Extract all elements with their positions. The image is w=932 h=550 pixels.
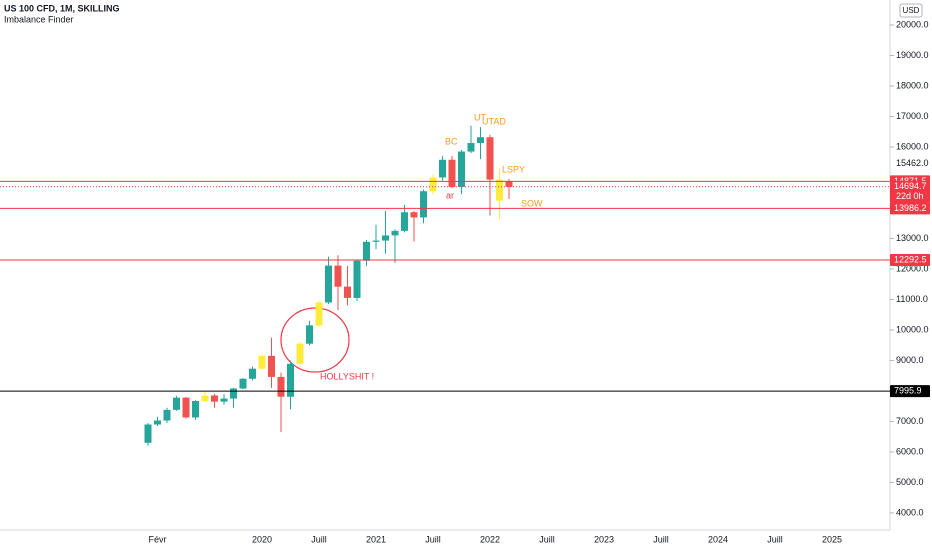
x-tick-label: Juill — [311, 534, 327, 544]
candle-body — [334, 265, 342, 287]
x-tick-label: Juill — [653, 534, 669, 544]
x-tick-label: Févr — [149, 534, 167, 544]
annotation: BC — [445, 136, 458, 146]
candle-body — [458, 151, 465, 187]
annotation: LSPY — [502, 164, 525, 174]
candle-body — [315, 302, 323, 326]
candle-body — [230, 388, 237, 399]
candle-body — [239, 378, 247, 389]
y-tick-label: 18000.0 — [896, 80, 929, 90]
candle-body — [439, 159, 446, 178]
x-tick-label: Juill — [767, 534, 783, 544]
y-tick-label: 7000.0 — [896, 416, 924, 426]
chart-title: US 100 CFD, 1M, SKILLING — [4, 3, 120, 13]
candle-body — [372, 240, 380, 242]
candle-body — [325, 265, 332, 303]
y-tick-label: 9000.0 — [896, 355, 924, 365]
y-tick-label: 4000.0 — [896, 507, 924, 517]
candle-body — [163, 409, 171, 421]
x-tick-label: 2023 — [594, 534, 614, 544]
candle-body — [391, 230, 399, 236]
y-tick-label: 17000.0 — [896, 111, 929, 121]
price-tag-label: 14871.5 — [894, 176, 927, 186]
x-tick-label: Juill — [539, 534, 555, 544]
candle-body — [154, 420, 161, 425]
annotation: HOLLYSHIT ! — [320, 371, 374, 381]
y-tick-label: 19000.0 — [896, 50, 929, 60]
candle-body — [467, 143, 475, 152]
indicator-name: Imbalance Finder — [4, 14, 74, 24]
current-price-tag — [890, 180, 930, 203]
candle-body — [401, 212, 408, 231]
candle-body — [363, 241, 370, 261]
candle-body — [173, 397, 180, 410]
candle-body — [486, 137, 494, 180]
candle-body — [201, 395, 209, 402]
price-tag — [890, 254, 930, 267]
price-tag-label: 12292.5 — [894, 254, 927, 264]
candle-body — [220, 398, 228, 402]
price-tag-label: 13986.2 — [894, 203, 927, 213]
currency-box[interactable] — [899, 3, 923, 18]
annotation: ar — [446, 190, 454, 200]
y-tick-label: 10000.0 — [896, 324, 929, 334]
current-price-label: 14694.7 — [894, 181, 927, 191]
candle-body — [429, 177, 437, 192]
candle-body — [382, 235, 389, 241]
candle-body — [287, 363, 294, 397]
x-tick-label: 2022 — [480, 534, 500, 544]
candle-body — [144, 424, 152, 443]
price-tag — [890, 385, 930, 398]
countdown: 22d 0h — [896, 191, 924, 201]
candle-body — [448, 159, 456, 187]
candle-body — [296, 343, 304, 364]
candle-body — [211, 395, 218, 402]
candle-body — [306, 325, 313, 344]
candle-body — [277, 376, 285, 397]
candle-body — [344, 286, 351, 298]
price-tag-label: 7995.9 — [894, 385, 922, 395]
y-tick-label: 20000.0 — [896, 19, 929, 29]
candle-body — [420, 191, 427, 218]
candle-body — [353, 260, 361, 298]
x-tick-label: Juill — [425, 534, 441, 544]
x-tick-label: 2025 — [822, 534, 842, 544]
highlight-circle — [280, 307, 350, 373]
price-marker: 15462.0 — [896, 158, 929, 168]
y-tick-label: 12000.0 — [896, 263, 929, 273]
candle-body — [496, 179, 503, 201]
y-tick-label: 16000.0 — [896, 141, 929, 151]
y-tick-label: 11000.0 — [896, 294, 928, 304]
candle-body — [258, 355, 266, 369]
annotation: SOW — [521, 198, 543, 208]
candle-body — [477, 137, 484, 144]
candle-body — [249, 368, 256, 379]
x-tick-label: 2021 — [366, 534, 386, 544]
candle-body — [192, 401, 199, 418]
x-tick-label: 2024 — [708, 534, 728, 544]
x-tick-label: 2020 — [252, 534, 272, 544]
annotation: UTAD — [482, 116, 506, 126]
candle-body — [182, 397, 190, 418]
y-tick-label: 13000.0 — [896, 233, 929, 243]
candle-body — [268, 355, 275, 377]
candle-body — [410, 212, 418, 218]
annotation: UT — [474, 112, 486, 122]
y-tick-label: 6000.0 — [896, 446, 924, 456]
price-tag — [890, 202, 930, 215]
candle-body — [505, 181, 513, 187]
y-tick-label: 5000.0 — [896, 477, 924, 487]
currency[interactable]: USD — [903, 6, 920, 15]
